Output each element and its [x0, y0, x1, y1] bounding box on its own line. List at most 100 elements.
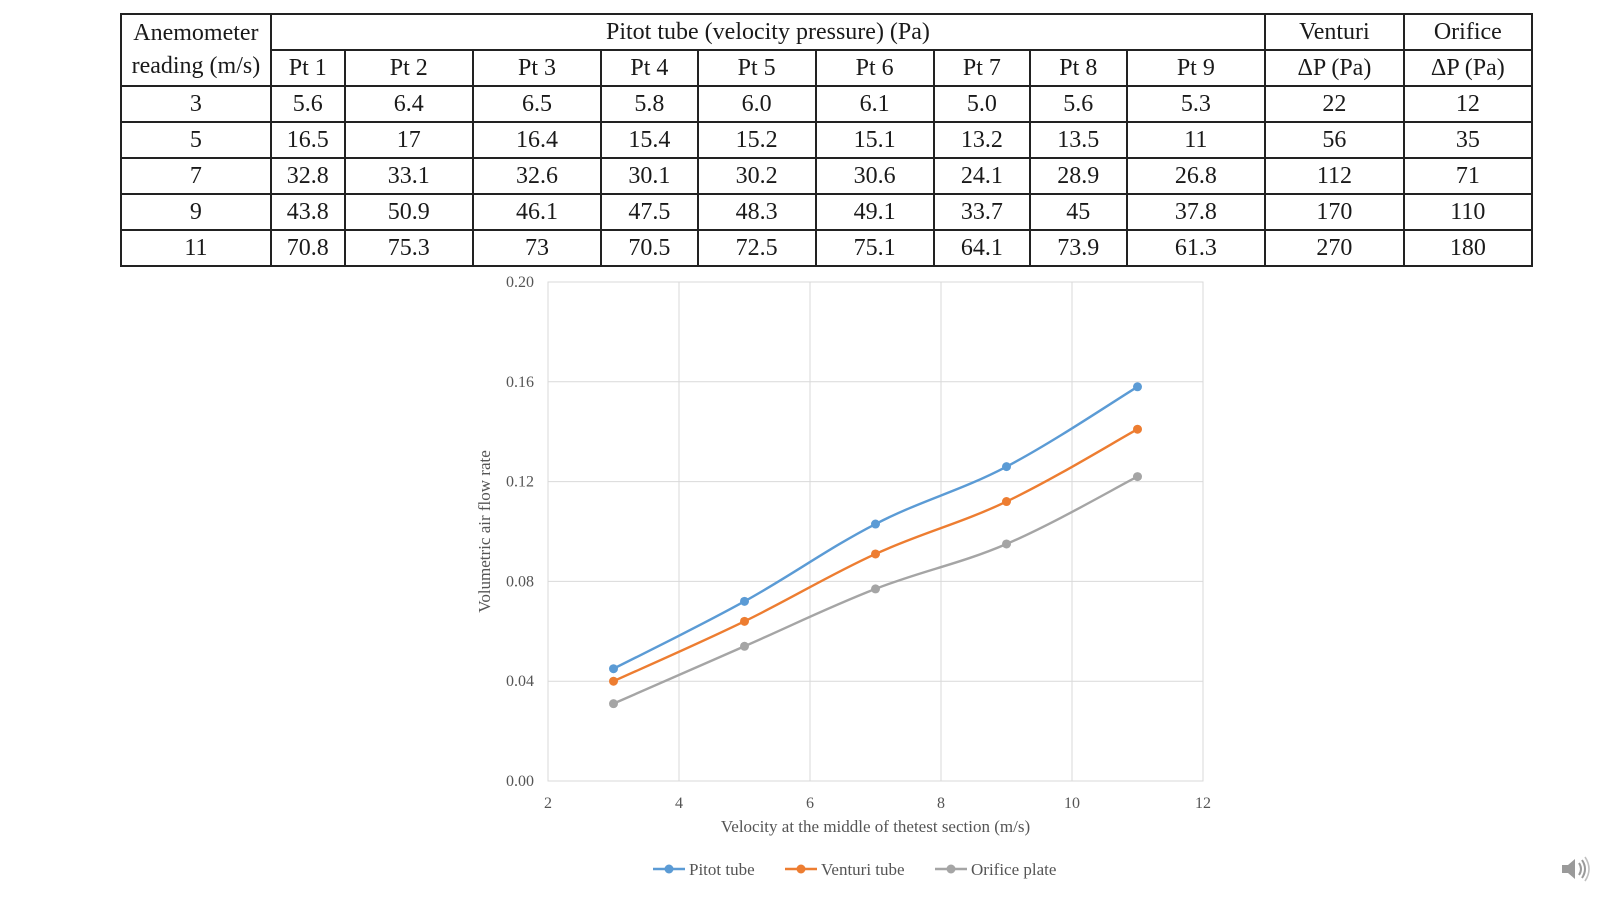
- y-tick-label: 0.12: [506, 474, 534, 491]
- y-tick-label: 0.00: [506, 773, 534, 790]
- table-cell: 47.5: [600, 193, 699, 231]
- speaker-icon[interactable]: [1558, 852, 1592, 886]
- series-point-2: [609, 699, 618, 709]
- series-point-1: [871, 549, 880, 559]
- plot-area: [547, 281, 1204, 782]
- table-cell: 35: [1402, 121, 1534, 159]
- table-cell: 45: [1029, 193, 1128, 231]
- table-cell: 5.8: [600, 85, 699, 123]
- table-cell: 5.6: [269, 85, 346, 123]
- table-cell-reading: 11: [120, 229, 272, 267]
- table-row: 7 32.8 33.1 32.6 30.1 30.2 30.6 24.1 28.9 26.8 112…: [120, 157, 1534, 195]
- x-tick-label: 12: [1195, 795, 1211, 812]
- table-cell: 16.5: [269, 121, 346, 159]
- series-point-1: [1002, 497, 1011, 507]
- header-pitot-point: Pt 1: [269, 49, 346, 87]
- y-tick-label: 0.20: [506, 274, 534, 291]
- x-axis-label: Velocity at the middle of thetest sectio…: [721, 817, 1030, 836]
- header-anemometer-line1: Anemometer: [133, 20, 259, 46]
- series-point-0: [609, 664, 618, 674]
- legend-swatch-marker: [664, 864, 674, 874]
- table-cell-reading: 7: [120, 157, 272, 195]
- table-cell-reading: 9: [120, 193, 272, 231]
- x-tick-label: 8: [937, 795, 945, 812]
- header-pitot-point: Pt 5: [696, 49, 817, 87]
- series-point-0: [871, 519, 880, 529]
- series-line-1: [613, 428, 1139, 683]
- table-cell: 32.6: [471, 157, 603, 195]
- header-pitot-point: Pt 6: [814, 49, 935, 87]
- table-cell: 75.3: [343, 229, 474, 267]
- table-cell: 56: [1264, 121, 1405, 159]
- series-point-2: [1133, 472, 1142, 482]
- table-row: 5 16.5 17 16.4 15.4 15.2 15.1 13.2 13.5 11 56 35: [120, 121, 1534, 159]
- table-cell: 16.4: [471, 121, 603, 159]
- series-point-1: [1133, 424, 1142, 434]
- x-tick-label: 6: [806, 795, 814, 812]
- table-cell: 70.5: [600, 229, 699, 267]
- series-line-2: [613, 475, 1139, 705]
- table-cell: 110: [1402, 193, 1534, 231]
- table-cell: 70.8: [269, 229, 346, 267]
- series-line-0: [612, 385, 1139, 670]
- table-cell: 48.3: [696, 193, 817, 231]
- table-row: 3 5.6 6.4 6.5 5.8 6.0 6.1 5.0 5.6 5.3 22 12: [120, 85, 1534, 123]
- series-point-1: [609, 676, 618, 686]
- table-cell: 170: [1264, 193, 1405, 231]
- y-tick-label: 0.04: [506, 673, 534, 690]
- legend-label: Orifice plate: [971, 860, 1056, 879]
- table-cell: 13.2: [932, 121, 1032, 159]
- header-pitot-point: Pt 9: [1125, 49, 1267, 87]
- table-cell: 33.7: [932, 193, 1032, 231]
- table-cell: 15.4: [600, 121, 699, 159]
- table-cell: 270: [1264, 229, 1405, 267]
- series-point-0: [740, 596, 749, 606]
- header-pitot-point: Pt 8: [1029, 49, 1128, 87]
- series-point-2: [1002, 539, 1011, 549]
- table-cell: 71: [1402, 157, 1534, 195]
- table-cell: 15.1: [814, 121, 935, 159]
- x-tick-label: 10: [1064, 795, 1080, 812]
- table-cell: 26.8: [1125, 157, 1267, 195]
- table-cell: 64.1: [932, 229, 1032, 267]
- table-cell: 6.1: [814, 85, 935, 123]
- x-tick-label: 4: [675, 795, 683, 812]
- series-point-2: [871, 584, 880, 594]
- table-cell: 73: [471, 229, 603, 267]
- legend-swatch-marker: [796, 864, 806, 874]
- series-point-0: [1133, 382, 1142, 392]
- table-row: 11 70.8 75.3 73 70.5 72.5 75.1 64.1 73.9 61.3 270 1…: [120, 229, 1534, 267]
- y-axis-label: Volumetric air flow rate: [475, 450, 494, 613]
- table-cell: 12: [1402, 85, 1534, 123]
- table-cell: 112: [1264, 157, 1405, 195]
- table-body: 3 5.6 6.4 6.5 5.8 6.0 6.1 5.0 5.6 5.3 22 12 5 16.5 17 1…: [120, 85, 1534, 267]
- table-cell: 24.1: [932, 157, 1032, 195]
- table-cell: 11: [1125, 121, 1267, 159]
- legend-label: Venturi tube: [821, 860, 905, 879]
- table-cell: 180: [1402, 229, 1534, 267]
- legend-label: Pitot tube: [689, 860, 755, 879]
- series-point-0: [1002, 462, 1011, 472]
- table-cell-reading: 5: [120, 121, 272, 159]
- series-point-1: [740, 616, 749, 626]
- table-cell: 46.1: [471, 193, 603, 231]
- x-tick-label: 2: [544, 795, 552, 812]
- table-row: 9 43.8 50.9 46.1 47.5 48.3 49.1 33.7 45 37.8 170 11…: [120, 193, 1534, 231]
- table-cell: 32.8: [269, 157, 346, 195]
- table-cell: 17: [343, 121, 474, 159]
- table-cell: 15.2: [696, 121, 817, 159]
- header-pitot-point: Pt 4: [600, 49, 699, 87]
- header-pitot-group: Pitot tube (velocity pressure) (Pa): [269, 13, 1267, 51]
- table-cell: 75.1: [814, 229, 935, 267]
- y-tick-label: 0.16: [506, 374, 534, 391]
- table-cell: 30.2: [696, 157, 817, 195]
- header-venturi: Venturi: [1264, 13, 1405, 51]
- table-cell: 6.5: [471, 85, 603, 123]
- table-cell: 30.1: [600, 157, 699, 195]
- y-tick-label: 0.08: [506, 573, 534, 590]
- legend-swatch-marker: [946, 864, 956, 874]
- table-cell-reading: 3: [120, 85, 272, 123]
- table-cell: 37.8: [1125, 193, 1267, 231]
- table-cell: 73.9: [1029, 229, 1128, 267]
- subheader-row: Pt 1 Pt 2 Pt 3 Pt 4 Pt 5 Pt 6 Pt 7 Pt 8 Pt 9 ΔP (…: [121, 49, 1534, 87]
